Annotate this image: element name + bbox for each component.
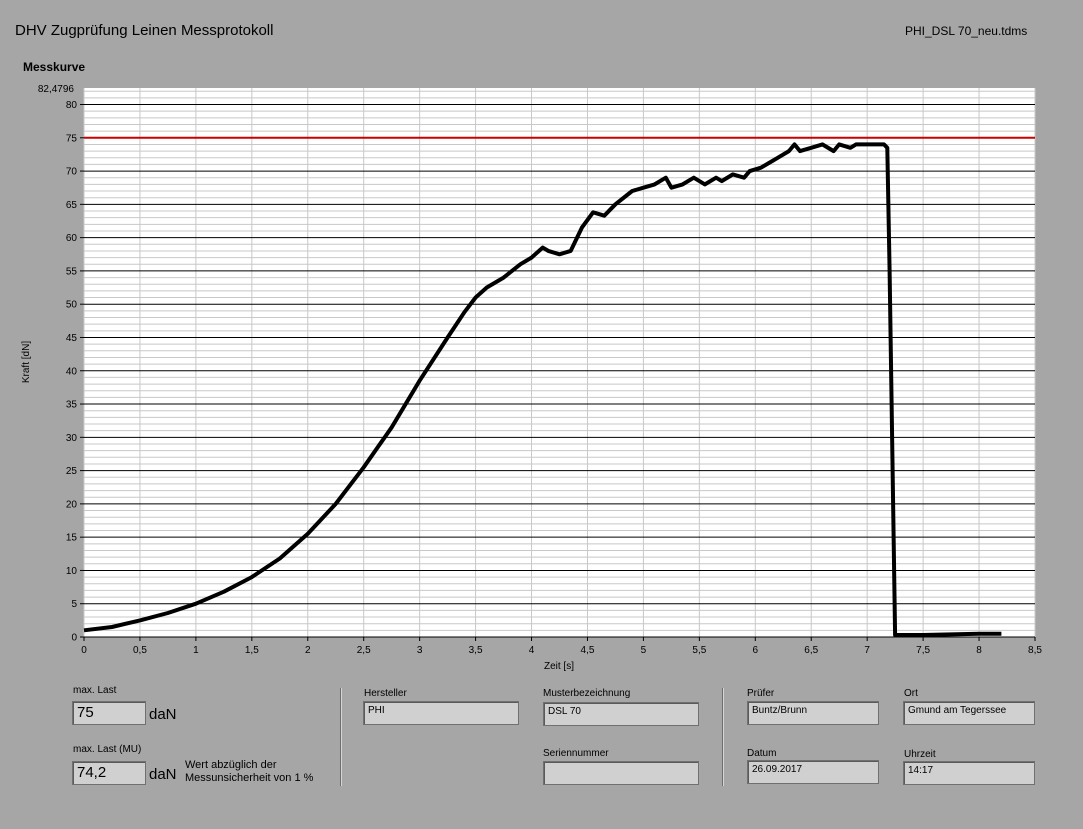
max-last-unit: daN — [149, 706, 177, 723]
y-tick-label: 5 — [71, 599, 77, 610]
x-tick-label: 6 — [753, 645, 759, 656]
datum-field: 26.09.2017 — [747, 760, 879, 784]
x-tick-label: 0,5 — [133, 645, 147, 656]
y-tick-label: 50 — [66, 300, 78, 311]
grid-minor — [83, 88, 1036, 637]
x-tick-label: 5,5 — [692, 645, 706, 656]
chart-title: Messkurve — [23, 60, 86, 74]
x-tick-label: 4 — [529, 645, 535, 656]
x-tick-label: 5 — [641, 645, 647, 656]
x-tick-label: 4,5 — [581, 645, 595, 656]
x-tick-label: 2 — [305, 645, 311, 656]
y-tick-label: 10 — [66, 566, 78, 577]
y-tick-label: 30 — [66, 433, 78, 444]
y-tick-label: 45 — [66, 333, 78, 344]
y-max-label: 82,4796 — [38, 84, 75, 95]
pruefer-label: Prüfer — [747, 688, 775, 699]
max-last-field: 75 — [72, 701, 146, 725]
y-tick-label: 20 — [66, 499, 78, 510]
x-axis-label: Zeit [s] — [544, 661, 574, 672]
max-last-mu-field: 74,2 — [72, 761, 146, 785]
y-tick-label: 75 — [66, 133, 78, 144]
note-line-2: Messunsicherheit von 1 % — [185, 772, 314, 784]
max-last-mu-unit: daN — [149, 766, 177, 783]
datum-label: Datum — [747, 748, 777, 759]
x-tick-labels: 0 0,5 1 1,5 2 2,5 3 3,5 4 4,5 5 5,5 6 6,5 7 7,5 8 8,5 — [81, 645, 1042, 656]
y-tick-label: 80 — [66, 100, 78, 111]
separator-2 — [722, 688, 724, 786]
max-last-mu-label: max. Last (MU) — [73, 744, 142, 755]
ort-field: Gmund am Tegerssee — [903, 701, 1035, 725]
hersteller-label: Hersteller — [364, 688, 407, 699]
y-tick-label: 55 — [66, 266, 78, 277]
serien-label: Seriennummer — [543, 748, 609, 759]
max-last-label: max. Last — [73, 685, 117, 696]
serien-field — [543, 761, 699, 785]
force-curve — [83, 142, 1002, 637]
y-tick-label: 25 — [66, 466, 78, 477]
y-tick-label: 40 — [66, 366, 78, 377]
app-title: DHV Zugprüfung Leinen Messprotokoll — [15, 22, 274, 39]
x-tick-label: 3 — [417, 645, 423, 656]
y-axis-label: Kraft [dN] — [21, 341, 32, 383]
x-tick-label: 1 — [193, 645, 199, 656]
plot-area — [84, 88, 1035, 637]
x-tick-label: 6,5 — [804, 645, 818, 656]
hersteller-field: PHI — [363, 701, 519, 725]
note-line-1: Wert abzüglich der — [185, 759, 277, 771]
file-name: PHI_DSL 70_neu.tdms — [905, 24, 1028, 38]
x-tick-label: 3,5 — [469, 645, 483, 656]
y-tick-label: 60 — [66, 233, 78, 244]
ort-label: Ort — [904, 688, 918, 699]
y-tick-label: 0 — [71, 633, 77, 644]
uhrzeit-label: Uhrzeit — [904, 749, 936, 760]
y-tick-label: 15 — [66, 533, 78, 544]
muster-field: DSL 70 — [543, 702, 699, 726]
y-tick-label: 65 — [66, 200, 78, 211]
x-tick-label: 8 — [976, 645, 982, 656]
y-tick-label: 70 — [66, 167, 78, 178]
y-tick-labels: 0 5 10 15 20 25 30 35 40 45 50 55 60 65 70 75 80 — [66, 100, 78, 643]
uhrzeit-field: 14:17 — [903, 761, 1035, 785]
muster-label: Musterbezeichnung — [543, 688, 631, 699]
y-tick-label: 35 — [66, 400, 78, 411]
x-tick-label: 1,5 — [245, 645, 259, 656]
x-tick-label: 2,5 — [357, 645, 371, 656]
x-tick-label: 7,5 — [916, 645, 930, 656]
x-tick-label: 8,5 — [1028, 645, 1042, 656]
x-tick-label: 7 — [864, 645, 870, 656]
separator-1 — [340, 688, 342, 786]
x-tick-label: 0 — [81, 645, 87, 656]
pruefer-field: Buntz/Brunn — [747, 701, 879, 725]
